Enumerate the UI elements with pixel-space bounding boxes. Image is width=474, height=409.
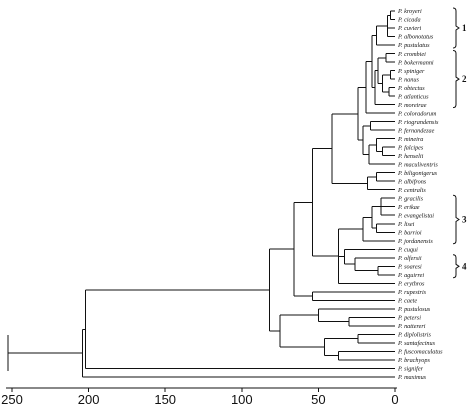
- leaf-label: P. maculiventris: [397, 161, 438, 168]
- leaf-label: P. cicada: [397, 17, 421, 24]
- x-axis-tick-label: 100: [231, 392, 253, 407]
- x-axis-tick-label: 200: [78, 392, 100, 407]
- leaf-label: P. cuqui: [397, 246, 418, 253]
- group-bracket: [452, 50, 460, 109]
- leaf-label: P. crombiei: [397, 51, 426, 58]
- leaf-label: P. erythros: [397, 281, 425, 288]
- group-bracket: [452, 7, 460, 49]
- leaf-label: P. fuscomaculatus: [397, 349, 443, 356]
- leaf-label: P. erikae: [397, 204, 420, 211]
- dendrogram-branches: [7, 10, 395, 378]
- leaf-label: P. barrioi: [397, 229, 422, 236]
- leaf-label: P. lisei: [397, 221, 415, 228]
- leaf-label: P. cuvieri: [397, 25, 422, 32]
- group-label: 4: [462, 261, 467, 271]
- leaf-label: P. mineira: [397, 136, 423, 143]
- leaf-label: P. albifrons: [397, 178, 427, 185]
- leaf-label: P. coloradorum: [397, 110, 437, 117]
- leaf-label: P. diplolistris: [397, 332, 431, 339]
- x-axis-tick-label: 50: [311, 392, 325, 407]
- leaf-label: P. pustulosus: [397, 306, 431, 313]
- leaf-label: P. caete: [397, 298, 417, 305]
- leaf-label: P. biligonigerus: [397, 170, 438, 177]
- leaf-label: P. moreirae: [397, 102, 427, 109]
- leaf-label: P. obtectus: [397, 85, 425, 92]
- group-brackets: 1 2 3 4: [452, 7, 467, 279]
- leaf-label: P. olfersii: [397, 255, 422, 262]
- leaf-label: P. brachyops: [397, 357, 430, 364]
- leaf-label: P. henselii: [397, 153, 424, 160]
- leaf-label: P. rupestris: [397, 289, 427, 296]
- leaf-label: P. petersi: [397, 315, 421, 322]
- leaf-label: P. pustulatus: [397, 42, 430, 49]
- group-label: 1: [462, 23, 467, 33]
- leaf-label: P. jordanensis: [397, 238, 433, 245]
- leaf-label: P. falcipes: [397, 144, 424, 151]
- leaf-label: P. maximus: [397, 374, 427, 381]
- x-axis: 250 200 150 100 50 0: [1, 387, 399, 407]
- group-label: 2: [462, 74, 467, 84]
- group-bracket: [452, 194, 460, 245]
- leaf-label: P. evangelistai: [397, 212, 434, 219]
- leaf-label: P. centralis: [397, 187, 426, 194]
- leaf-label: P. soaresi: [397, 264, 422, 271]
- leaf-label: P. fernandezae: [397, 127, 435, 134]
- leaf-label: P. nanus: [397, 76, 419, 83]
- x-axis-tick-label: 0: [391, 392, 398, 407]
- group-label: 3: [462, 214, 467, 224]
- leaf-label: P. kroyeri: [397, 8, 422, 15]
- leaf-label: P. albonotatus: [397, 34, 434, 41]
- leaf-label: P. gracilis: [397, 195, 424, 202]
- x-axis-tick-label: 250: [1, 392, 23, 407]
- x-axis-tick-label: 150: [154, 392, 176, 407]
- leaf-label: P. riograndensis: [397, 119, 439, 126]
- leaf-label: P. atlanticus: [397, 93, 429, 100]
- leaf-label: P. bokermanni: [397, 59, 434, 66]
- leaf-label: P. aguirrei: [397, 272, 424, 279]
- leaf-label: P. spiniger: [397, 68, 425, 75]
- leaf-label: P. signifer: [397, 366, 424, 373]
- group-bracket: [452, 254, 460, 279]
- leaf-label: P. nattereri: [397, 323, 426, 330]
- leaf-label: P. santafecinus: [397, 340, 436, 347]
